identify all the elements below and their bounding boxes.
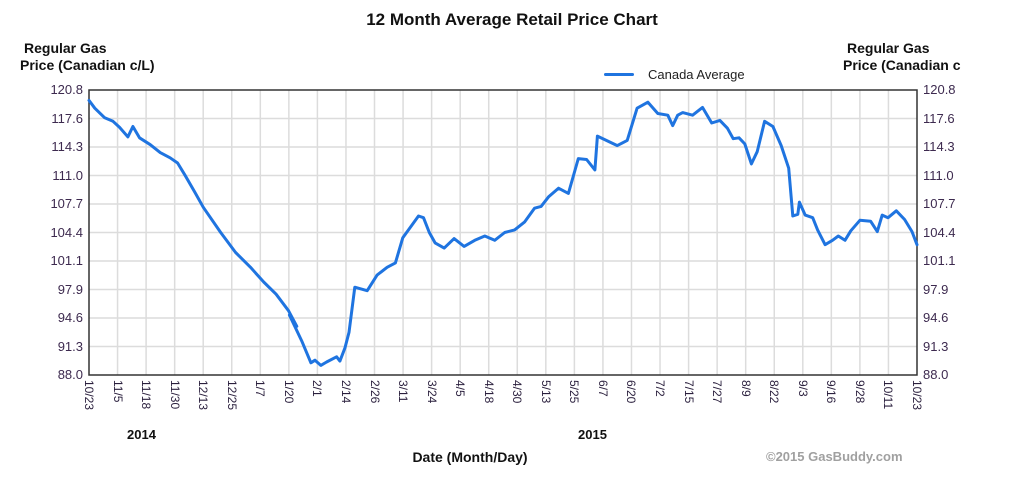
y-axis-label-right: Regular Gas Price (Canadian c (843, 40, 961, 74)
y-tick-label-right: 91.3 (923, 338, 949, 354)
copyright-credit: ©2015 GasBuddy.com (766, 449, 903, 464)
x-tick-label: 10/11 (881, 380, 896, 410)
x-tick-label: 4/18 (481, 380, 496, 404)
x-tick-label: 3/24 (424, 380, 439, 404)
year-label-2014: 2014 (127, 427, 156, 442)
y-axis-label-left-line1: Regular Gas (24, 40, 107, 56)
x-tick-label: 9/3 (795, 380, 810, 397)
y-tick-label-left: 88.0 (57, 367, 83, 382)
y-axis-label-left: Regular Gas Price (Canadian c/L) (20, 40, 155, 74)
x-tick-label: 7/15 (681, 380, 696, 404)
x-tick-label: 7/27 (710, 380, 725, 404)
y-tick-label-right: 104.4 (923, 224, 956, 240)
x-tick-label: 2/26 (367, 380, 382, 404)
y-tick-label-right: 97.9 (923, 281, 949, 297)
y-tick-label-left: 94.6 (57, 310, 83, 325)
y-tick-label-right: 120.8 (923, 82, 956, 97)
y-tick-label-left: 120.8 (50, 82, 83, 97)
x-tick-label: 7/2 (653, 380, 668, 397)
x-tick-label: 12/25 (224, 380, 239, 411)
canada-average-line (87, 98, 919, 367)
y-tick-label-left: 97.9 (57, 281, 83, 297)
x-tick-label: 12/13 (196, 380, 211, 411)
legend: Canada Average (604, 67, 745, 82)
x-tick-label: 4/30 (510, 380, 525, 404)
y-axis-label-right-line2: Price (Canadian c (843, 57, 961, 73)
x-tick-label: 8/9 (738, 380, 753, 397)
y-tick-label-left: 111.0 (52, 167, 83, 183)
grid-lines (89, 90, 917, 375)
x-tick-label: 11/18 (139, 380, 154, 410)
y-tick-label-right: 94.6 (923, 310, 949, 325)
x-tick-label: 2/1 (310, 380, 325, 397)
x-tick-label: 6/7 (595, 380, 610, 397)
x-tick-label: 1/20 (281, 380, 296, 404)
x-tick-label: 8/22 (767, 380, 782, 404)
x-tick-label: 3/11 (396, 380, 411, 403)
x-tick-label: 10/23 (82, 380, 96, 411)
year-label-2015: 2015 (578, 427, 607, 442)
y-tick-label-right: 88.0 (923, 367, 949, 382)
x-tick-label: 5/13 (538, 380, 553, 404)
x-tick-label: 4/5 (453, 380, 468, 397)
y-tick-label-left: 107.7 (50, 196, 83, 211)
y-tick-label-right: 107.7 (923, 196, 956, 211)
plot-frame (88, 89, 918, 376)
x-tick-label: 5/25 (567, 380, 582, 404)
x-tick-label: 9/28 (852, 380, 867, 404)
y-tick-label-left: 114.3 (51, 139, 83, 154)
x-axis-title: Date (Month/Day) (412, 449, 528, 465)
y-tick-label-left: 91.3 (57, 338, 83, 354)
y-tick-label-left: 104.4 (50, 224, 83, 240)
x-tick-label: 2/14 (338, 380, 353, 404)
y-tick-label-right: 114.3 (923, 139, 955, 154)
y-axis-label-left-line2: Price (Canadian c/L) (20, 57, 155, 73)
y-tick-label-left: 117.6 (51, 110, 83, 126)
legend-label: Canada Average (648, 67, 745, 82)
y-tick-label-right: 117.6 (923, 110, 955, 126)
x-tick-label: 9/16 (824, 380, 839, 404)
x-tick-label: 11/30 (167, 380, 182, 410)
x-tick-label: 10/23 (910, 380, 924, 411)
x-tick-label: 11/5 (110, 380, 125, 403)
y-tick-label-left: 101.1 (50, 253, 83, 268)
y-axis-label-right-line1: Regular Gas (847, 40, 930, 56)
y-tick-label-right: 111.0 (923, 167, 954, 183)
x-tick-label: 1/7 (253, 380, 268, 397)
legend-line-icon (604, 73, 634, 76)
x-tick-label: 6/20 (624, 380, 639, 404)
y-tick-label-right: 101.1 (923, 253, 956, 268)
chart-title: 12 Month Average Retail Price Chart (366, 10, 658, 29)
